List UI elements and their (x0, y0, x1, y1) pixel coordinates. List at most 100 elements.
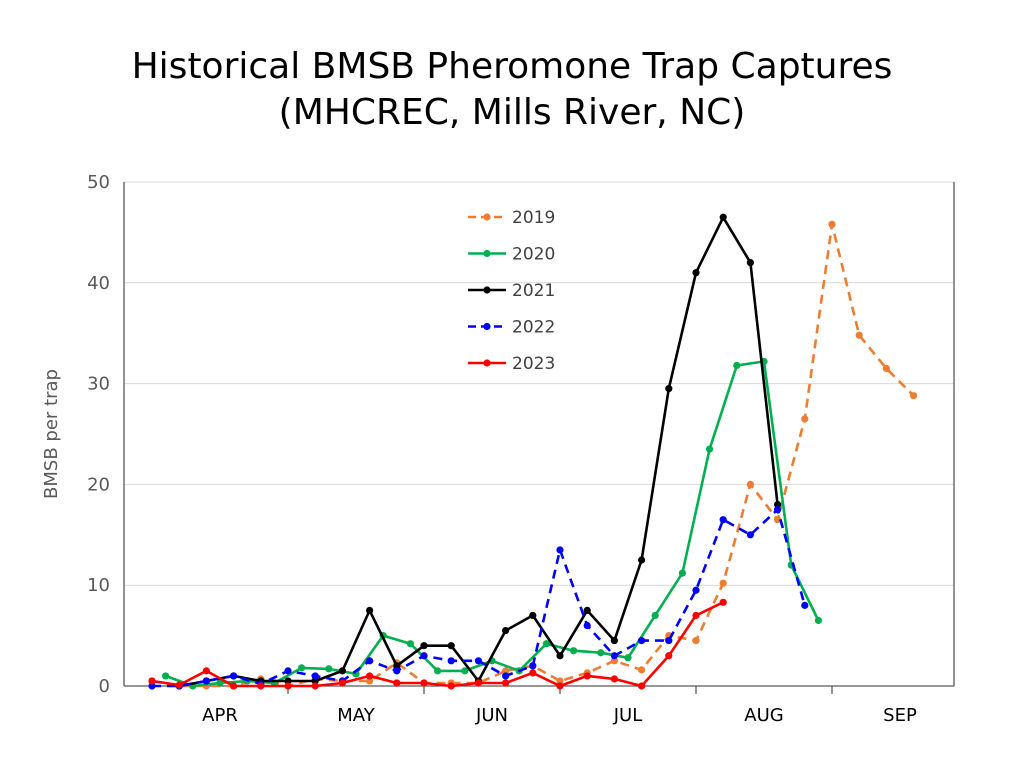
data-point (529, 669, 537, 677)
data-point (393, 679, 401, 687)
data-point (338, 679, 346, 687)
data-point (665, 385, 673, 393)
data-point (638, 666, 646, 674)
data-point (570, 647, 578, 655)
data-point (175, 681, 183, 689)
data-point (692, 637, 700, 645)
data-point (882, 364, 891, 373)
legend-swatch-marker (483, 359, 491, 367)
series-line (151, 223, 915, 688)
x-tick-label: SEP (883, 705, 917, 726)
data-point (746, 480, 755, 488)
data-point (801, 415, 809, 423)
data-point (719, 516, 727, 524)
data-point (814, 616, 823, 625)
data-point (583, 606, 591, 615)
series-lines (148, 213, 918, 690)
y-tick-label: 20 (87, 474, 110, 495)
data-point (474, 679, 482, 687)
data-point (638, 556, 646, 564)
series-2022 (148, 506, 809, 690)
data-point (556, 677, 564, 685)
data-point (719, 213, 727, 221)
y-tick-label: 0 (99, 676, 110, 697)
data-point (284, 677, 292, 685)
data-point (529, 662, 537, 670)
series-line (178, 216, 779, 688)
data-point (434, 667, 442, 675)
data-point (393, 662, 401, 670)
series-line (151, 601, 724, 688)
legend-item-2020: 2020 (468, 245, 555, 265)
data-point (583, 621, 591, 630)
x-tick-labels: APR MAY JUN JUL AUG SEP (202, 686, 917, 726)
gridlines (124, 181, 954, 586)
data-point (311, 677, 319, 685)
data-point (338, 667, 346, 675)
legend-swatch-marker (483, 286, 491, 294)
data-point (420, 652, 428, 660)
data-point (284, 667, 292, 675)
data-point (216, 679, 224, 687)
data-point (447, 657, 455, 665)
data-point (542, 640, 551, 648)
x-tick-label: MAY (337, 705, 375, 726)
data-point (665, 652, 673, 660)
legend: 2019 2020 2021 2022 2023 (468, 208, 555, 374)
data-point (774, 500, 782, 509)
data-point (828, 220, 836, 228)
legend-label: 2022 (512, 318, 555, 338)
data-point (556, 682, 564, 690)
data-point (774, 516, 782, 524)
data-point (746, 259, 755, 267)
data-point (366, 606, 374, 615)
data-point (502, 626, 510, 635)
data-point (610, 637, 619, 645)
data-point (638, 637, 646, 645)
data-point (474, 657, 482, 665)
y-tick-label: 10 (87, 575, 110, 596)
x-tick-label: JUL (613, 705, 643, 726)
data-point (774, 506, 782, 514)
data-point (597, 649, 605, 657)
y-tick-label: 40 (87, 273, 110, 294)
data-point (461, 667, 469, 675)
data-point (502, 667, 510, 675)
chart-title: Historical BMSB Pheromone Trap Captures … (0, 44, 1024, 136)
data-point (719, 598, 727, 606)
data-point (692, 586, 700, 594)
data-point (583, 672, 591, 680)
legend-label: 2019 (512, 208, 555, 228)
data-point (624, 654, 632, 662)
legend-swatch-marker (483, 213, 491, 221)
chart-title-line-1: Historical BMSB Pheromone Trap Captures (131, 46, 893, 87)
y-axis-label: BMSB per trap (41, 369, 62, 499)
legend-item-2019: 2019 (468, 208, 555, 228)
data-point (638, 682, 646, 690)
legend-label: 2020 (512, 245, 555, 265)
data-point (447, 682, 455, 690)
legend-swatch-marker (483, 249, 491, 258)
data-point (719, 579, 727, 587)
data-point (148, 677, 156, 685)
y-tick-label: 30 (87, 374, 110, 395)
chart-title-line-2: (MHCREC, Mills River, NC) (278, 92, 746, 133)
data-point (366, 657, 374, 665)
data-point (556, 546, 564, 554)
data-point (855, 331, 863, 339)
data-point (502, 679, 510, 687)
legend-item-2021: 2021 (468, 281, 555, 301)
data-point (746, 531, 755, 539)
data-point (284, 682, 292, 690)
data-point (706, 445, 714, 453)
data-point (692, 611, 700, 620)
data-point (665, 637, 673, 645)
data-point (610, 657, 619, 665)
data-point (311, 682, 319, 690)
data-point (692, 269, 700, 277)
series-2023 (148, 598, 727, 690)
data-point (529, 611, 537, 620)
data-point (257, 682, 265, 690)
data-point (230, 672, 238, 680)
